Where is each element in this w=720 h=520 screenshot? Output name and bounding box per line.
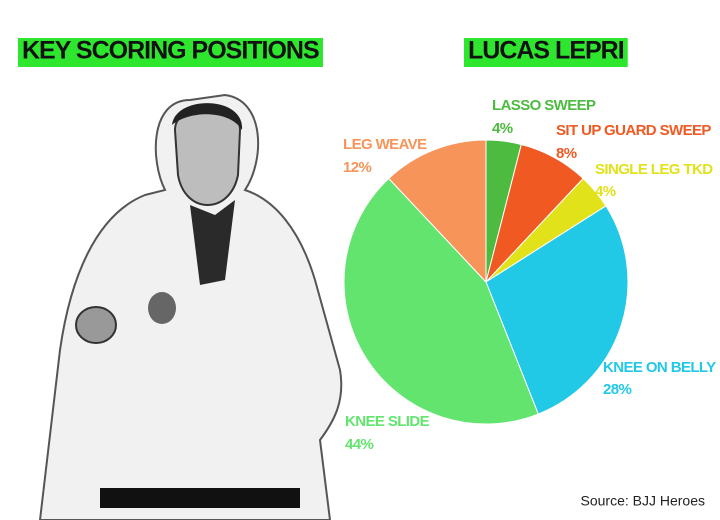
slice-label: KNEE SLIDE [345,413,430,430]
slice-value-label: 4% [595,183,616,200]
slice-value-label: 44% [345,436,373,453]
slice-label: LEG WEAVE [343,136,427,153]
pie-slice [485,205,629,415]
source: Source: BJJ Heroes [581,493,706,509]
slice-value-label: 28% [603,381,631,398]
slice-label: SIT UP GUARD SWEEP [556,122,711,139]
slice-label: LASSO SWEEP [492,97,596,114]
slice-value-label: 4% [492,120,513,137]
slice-label: SINGLE LEG TKD [595,161,713,178]
slice-value-label: 8% [556,145,577,162]
header-highlight [18,38,323,67]
header: KEY SCORING POSITIONS [22,37,319,65]
slice-label: KNEE ON BELLY [603,359,716,376]
slice-value-label: 12% [343,159,371,176]
chart-title: LUCAS LEPRI [468,37,624,65]
pie-slice [388,139,487,284]
pie-slice [343,177,539,425]
title-highlight [464,38,628,67]
athlete-photo [38,93,343,520]
